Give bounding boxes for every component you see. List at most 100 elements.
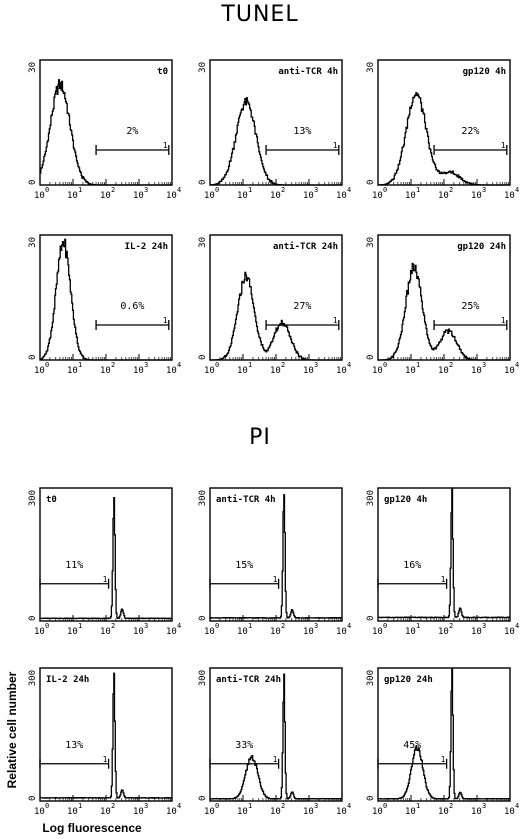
- x-tick-exponent: 3: [314, 802, 318, 810]
- x-tick-label: 10: [372, 627, 383, 637]
- histogram-curve: [378, 91, 510, 186]
- y-tick-label: 30: [198, 237, 208, 248]
- y-tick-label: 300: [198, 490, 208, 506]
- x-tick-label: 10: [372, 366, 383, 376]
- x-tick-exponent: 1: [248, 802, 252, 810]
- x-tick-label: 10: [471, 627, 482, 637]
- gate-percent: 22%: [461, 126, 479, 137]
- x-tick-label: 10: [372, 191, 383, 201]
- x-tick-label: 10: [166, 807, 177, 817]
- gate-marker-label: 1: [163, 141, 168, 150]
- x-tick-label: 10: [237, 366, 248, 376]
- x-tick-exponent: 4: [177, 802, 181, 810]
- x-tick-label: 10: [270, 627, 281, 637]
- gate-marker-label: 1: [501, 316, 506, 325]
- gate-percent: 27%: [293, 301, 311, 312]
- x-tick-exponent: 0: [215, 802, 219, 810]
- x-tick-label: 10: [166, 627, 177, 637]
- panel-label: anti-TCR 24h: [216, 674, 281, 685]
- x-tick-exponent: 1: [248, 622, 252, 630]
- x-tick-label: 10: [270, 191, 281, 201]
- x-tick-label: 10: [438, 627, 449, 637]
- gate-marker-label: 1: [103, 575, 108, 584]
- x-tick-exponent: 4: [515, 802, 519, 810]
- histogram-curve: [210, 271, 342, 361]
- x-tick-exponent: 0: [215, 622, 219, 630]
- x-tick-label: 10: [405, 627, 416, 637]
- plot-frame: [39, 667, 173, 802]
- y-tick-label: 0: [366, 355, 376, 360]
- y-tick-label: 0: [366, 616, 376, 621]
- x-tick-label: 10: [204, 191, 215, 201]
- x-tick-label: 10: [204, 366, 215, 376]
- x-tick-exponent: 4: [347, 622, 351, 630]
- x-tick-label: 10: [133, 807, 144, 817]
- histogram-curve: [378, 262, 510, 361]
- x-axis-label: Log fluorescence: [42, 821, 142, 835]
- x-tick-label: 10: [336, 627, 347, 637]
- y-tick-label: 0: [198, 616, 208, 621]
- x-tick-exponent: 1: [416, 186, 420, 194]
- y-tick-label: 0: [198, 180, 208, 185]
- x-tick-exponent: 3: [144, 361, 148, 369]
- gate-marker-label: 1: [163, 316, 168, 325]
- x-tick-exponent: 2: [111, 361, 115, 369]
- x-tick-label: 10: [438, 807, 449, 817]
- panel-label: anti-TCR 4h: [216, 494, 276, 505]
- gate-percent: 33%: [235, 740, 253, 751]
- histogram-curve: [210, 97, 342, 186]
- x-tick-label: 10: [204, 627, 215, 637]
- y-tick-label: 0: [28, 796, 38, 801]
- x-tick-exponent: 4: [515, 622, 519, 630]
- plot-frame: [209, 487, 343, 622]
- x-tick-exponent: 0: [45, 802, 49, 810]
- plot-frame: [377, 667, 511, 802]
- gate-marker-label: 1: [501, 141, 506, 150]
- y-tick-label: 30: [28, 62, 38, 73]
- x-tick-exponent: 2: [281, 361, 285, 369]
- gate-marker-label: 1: [103, 755, 108, 764]
- x-tick-exponent: 2: [111, 622, 115, 630]
- x-tick-label: 10: [504, 191, 515, 201]
- y-tick-label: 0: [28, 355, 38, 360]
- x-tick-label: 10: [405, 191, 416, 201]
- y-tick-label: 0: [198, 796, 208, 801]
- panel-label: t0: [157, 67, 168, 77]
- x-tick-label: 10: [438, 366, 449, 376]
- x-tick-exponent: 3: [482, 622, 486, 630]
- y-tick-label: 0: [28, 180, 38, 185]
- x-tick-label: 10: [133, 627, 144, 637]
- panel-label: gp120 4h: [463, 67, 506, 77]
- plot-frame: [377, 487, 511, 622]
- x-tick-exponent: 2: [449, 802, 453, 810]
- y-tick-label: 0: [28, 616, 38, 621]
- x-tick-exponent: 4: [177, 361, 181, 369]
- plot-frame: [39, 487, 173, 622]
- x-tick-exponent: 1: [78, 622, 82, 630]
- x-tick-label: 10: [204, 807, 215, 817]
- histogram-curve: [40, 496, 172, 620]
- x-tick-exponent: 0: [215, 186, 219, 194]
- panel-label: anti-TCR 24h: [273, 241, 338, 252]
- x-tick-exponent: 3: [482, 802, 486, 810]
- x-tick-label: 10: [504, 807, 515, 817]
- x-tick-label: 10: [237, 627, 248, 637]
- gate-percent: 0.6%: [120, 301, 144, 312]
- y-tick-label: 0: [198, 355, 208, 360]
- x-tick-label: 10: [471, 807, 482, 817]
- histogram-curve: [378, 487, 511, 619]
- y-tick-label: 300: [366, 490, 376, 506]
- x-tick-exponent: 2: [281, 186, 285, 194]
- x-tick-exponent: 3: [482, 186, 486, 194]
- panel-label: anti-TCR 4h: [278, 66, 338, 77]
- y-tick-label: 0: [366, 180, 376, 185]
- x-tick-exponent: 3: [144, 186, 148, 194]
- x-tick-exponent: 3: [144, 802, 148, 810]
- panel-label: gp120 4h: [384, 495, 427, 505]
